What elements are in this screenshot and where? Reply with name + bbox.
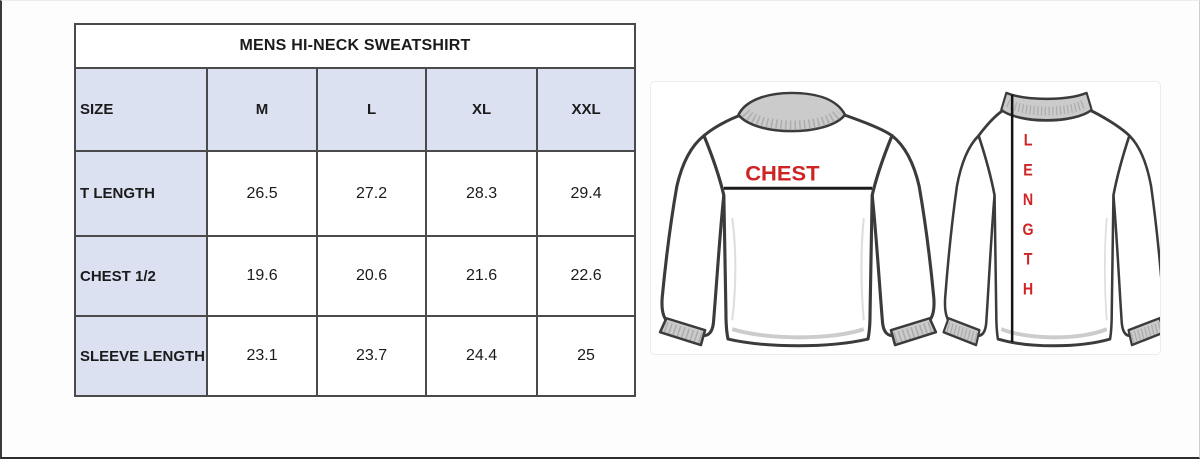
header-cell-m: M	[206, 67, 319, 152]
cell-value: 29.4	[536, 150, 637, 237]
table-row: T LENGTH 26.5 27.2 28.3 29.4	[73, 150, 637, 237]
chest-measure-label: CHEST	[745, 162, 819, 185]
cuff-ribbing	[946, 321, 979, 344]
cell-value: 20.6	[316, 235, 428, 317]
wrinkle-line	[731, 217, 737, 321]
length-letter: E	[1023, 161, 1032, 179]
collar-ribbing	[741, 108, 843, 131]
front-torso	[702, 113, 894, 348]
table-header-row: SIZE M L XL XXL	[73, 67, 637, 152]
header-cell-l: L	[316, 67, 428, 152]
sweatshirt-back-illustration: L E N G T H	[942, 91, 1160, 348]
length-letter: T	[1024, 251, 1033, 269]
cell-value: 26.5	[206, 150, 319, 237]
cell-value: 21.6	[425, 235, 539, 317]
table-row: SLEEVE LENGTH 23.1 23.7 24.4 25	[73, 315, 637, 397]
sweatshirt-front-illustration: CHEST	[658, 91, 938, 348]
length-letter: G	[1023, 221, 1034, 239]
cell-value: 24.4	[425, 315, 539, 397]
cuff-ribbing	[1129, 321, 1160, 344]
cuff-ribbing	[892, 321, 933, 344]
header-cell-size: SIZE	[73, 67, 209, 152]
length-letter: H	[1023, 280, 1033, 298]
table-row: CHEST 1/2 19.6 20.6 21.6 22.6	[73, 235, 637, 317]
cell-value: 22.6	[536, 235, 637, 317]
length-letter: N	[1023, 191, 1033, 209]
size-chart-table: MENS HI-NECK SWEATSHIRT SIZE M L XL XXL …	[73, 23, 637, 397]
cell-value: 28.3	[425, 150, 539, 237]
row-label-chest: CHEST 1/2	[73, 235, 209, 317]
back-torso	[977, 108, 1131, 348]
row-label-t-length: T LENGTH	[73, 150, 209, 237]
row-label-sleeve-length: SLEEVE LENGTH	[73, 315, 209, 397]
header-cell-xl: XL	[425, 67, 539, 152]
cell-value: 23.1	[206, 315, 319, 397]
sweatshirt-diagram-card: CHEST L E N G T H	[650, 81, 1161, 355]
header-cell-xxl: XXL	[536, 67, 637, 152]
table-title-row: MENS HI-NECK SWEATSHIRT	[73, 23, 637, 69]
length-letter: L	[1024, 131, 1033, 149]
front-collar	[737, 91, 847, 133]
cell-value: 27.2	[316, 150, 428, 237]
wrinkle-line	[1104, 217, 1108, 321]
cell-value: 23.7	[316, 315, 428, 397]
table-title: MENS HI-NECK SWEATSHIRT	[73, 23, 637, 69]
cell-value: 19.6	[206, 235, 319, 317]
cell-value: 25	[536, 315, 637, 397]
hem-shading	[731, 327, 865, 340]
cuff-ribbing	[663, 321, 704, 344]
wrinkle-line	[860, 217, 865, 321]
